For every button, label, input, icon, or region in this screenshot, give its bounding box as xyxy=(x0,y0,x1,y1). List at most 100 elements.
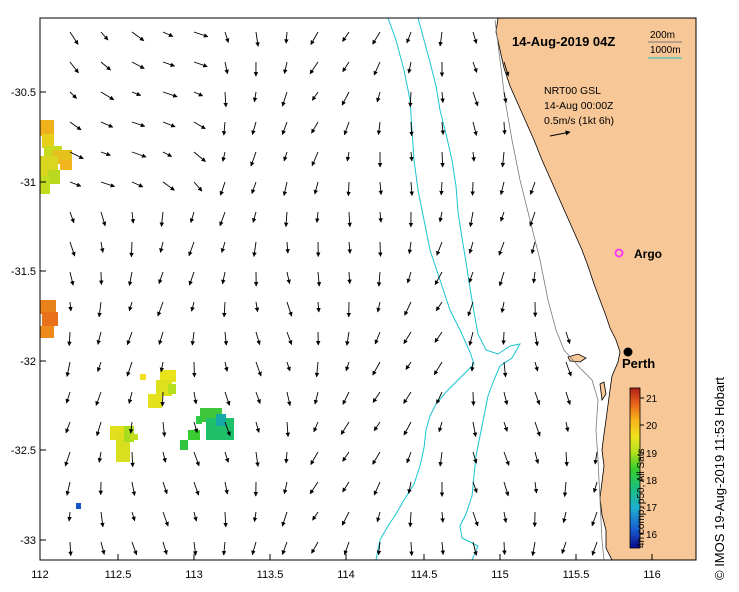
current-arrow xyxy=(157,301,164,317)
current-arrow xyxy=(313,181,319,195)
current-arrow xyxy=(223,511,228,528)
current-arrow xyxy=(503,481,510,497)
current-arrow xyxy=(95,421,102,437)
current-arrow xyxy=(255,391,261,405)
isobath-1000m xyxy=(417,18,521,560)
current-arrow xyxy=(69,91,77,99)
current-arrow xyxy=(434,331,443,343)
current-arrow xyxy=(404,301,412,316)
current-arrow xyxy=(252,511,258,523)
current-arrow xyxy=(67,331,72,347)
current-arrow xyxy=(440,91,445,104)
current-arrow xyxy=(162,31,174,37)
x-tick-label: 113.5 xyxy=(257,569,284,581)
current-arrow xyxy=(255,31,260,47)
current-arrow xyxy=(534,331,539,347)
current-arrow xyxy=(501,331,506,345)
current-arrow xyxy=(376,91,381,103)
current-scale: 0.5m/s (1kt 6h) xyxy=(544,115,614,127)
current-arrow xyxy=(376,511,381,523)
current-arrow xyxy=(471,151,476,162)
current-arrow xyxy=(193,31,209,38)
current-arrow xyxy=(408,511,413,528)
current-arrow xyxy=(126,331,133,346)
current-arrow xyxy=(160,391,165,407)
current-arrow xyxy=(347,241,352,254)
current-arrow xyxy=(591,511,598,527)
legend-200m-label: 200m xyxy=(650,30,675,41)
current-arrow xyxy=(315,211,320,223)
current-arrow xyxy=(562,511,567,524)
current-arrow xyxy=(313,391,319,405)
reference-arrow xyxy=(549,130,571,137)
current-arrow xyxy=(162,541,168,555)
current-arrow xyxy=(534,421,541,437)
current-arrow xyxy=(310,451,319,465)
current-arrow xyxy=(222,301,227,318)
current-arrow xyxy=(69,151,84,160)
colorbar-gradient xyxy=(629,387,641,549)
current-arrow xyxy=(472,91,479,107)
current-arrow xyxy=(224,361,229,372)
city-dot-icon xyxy=(623,347,633,357)
current-arrow xyxy=(252,211,257,223)
current-arrow xyxy=(311,541,319,554)
current-arrow xyxy=(342,61,350,73)
current-arrow xyxy=(221,151,226,162)
current-arrow xyxy=(283,211,289,228)
current-arrow xyxy=(529,181,536,195)
current-arrow xyxy=(131,31,145,42)
current-arrow xyxy=(131,121,146,128)
current-arrow xyxy=(250,151,257,167)
current-arrow xyxy=(503,421,509,432)
current-arrow xyxy=(193,511,198,522)
current-arrow xyxy=(255,421,260,433)
current-arrow xyxy=(193,91,204,97)
current-arrow xyxy=(372,31,381,45)
current-arrow xyxy=(406,451,412,464)
sst-colorbar: 21 20 19 18 17 16 xyxy=(629,387,658,549)
current-arrow xyxy=(343,121,350,136)
current-arrow xyxy=(468,331,474,346)
current-arrow xyxy=(162,451,167,463)
current-arrow xyxy=(162,511,169,527)
current-arrow xyxy=(255,331,261,346)
colorbar-tick: 20 xyxy=(646,421,658,432)
x-axis: 112 112.5 113 113.5 114 114.5 115 115.5 … xyxy=(31,554,661,581)
current-arrow xyxy=(313,421,319,433)
current-arrow xyxy=(100,211,107,227)
current-arrow xyxy=(69,61,79,74)
current-arrow xyxy=(286,391,292,407)
current-arrow xyxy=(342,391,350,405)
current-arrow xyxy=(376,541,382,556)
current-arrow xyxy=(502,121,507,135)
current-vectors xyxy=(64,31,598,557)
current-arrow xyxy=(406,271,412,284)
current-arrow xyxy=(126,361,133,377)
current-arrow xyxy=(312,511,319,521)
perth-marker[interactable]: Perth xyxy=(622,347,655,372)
current-arrow xyxy=(500,151,506,168)
current-arrow xyxy=(190,301,195,312)
current-arrow xyxy=(251,541,257,556)
argo-marker[interactable]: Argo xyxy=(614,247,663,261)
colorbar-tick: 16 xyxy=(646,530,658,541)
current-arrow xyxy=(100,61,111,71)
x-tick-label: 115 xyxy=(491,569,509,581)
current-arrow xyxy=(529,211,536,227)
x-tick-label: 112.5 xyxy=(105,569,132,581)
current-arrow xyxy=(159,211,165,227)
garden-island xyxy=(599,381,607,402)
current-arrow xyxy=(283,61,288,75)
current-arrow xyxy=(343,541,350,556)
current-arrow xyxy=(561,541,567,555)
current-arrow xyxy=(281,121,288,136)
current-arrow xyxy=(533,481,539,494)
current-arrow xyxy=(531,541,536,557)
sst-patch-yellow xyxy=(140,370,176,408)
current-arrow xyxy=(564,421,570,432)
current-arrow xyxy=(409,541,414,557)
current-arrow xyxy=(345,361,350,372)
current-arrow xyxy=(69,211,75,224)
current-arrow xyxy=(128,421,134,434)
